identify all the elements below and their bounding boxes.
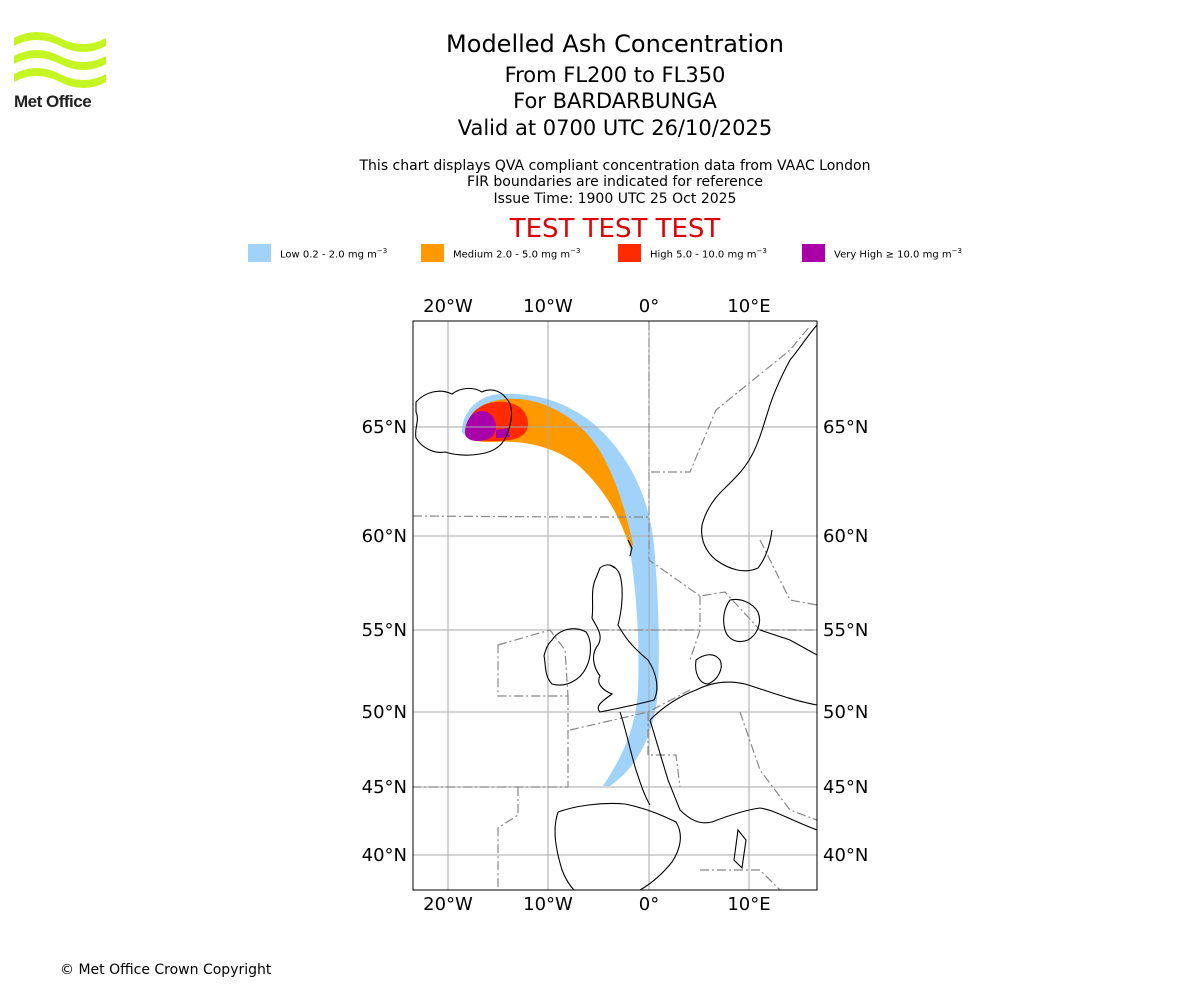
lat-label-55n-right: 55°N — [823, 620, 868, 641]
lat-labels-right: 65°N 60°N 55°N 50°N 45°N 40°N — [823, 417, 868, 866]
lat-label-50n: 50°N — [362, 702, 407, 723]
lon-label-0-bottom: 0° — [639, 894, 659, 915]
map-frame — [412, 320, 818, 891]
subtitle-qva: This chart displays QVA compliant concen… — [359, 158, 871, 174]
met-office-logo: Met Office — [14, 30, 109, 112]
lon-label-20w: 20°W — [423, 296, 473, 317]
lon-label-10w: 10°W — [523, 296, 573, 317]
issue-time: Issue Time: 1900 UTC 25 Oct 2025 — [493, 191, 737, 207]
subtitle-fir: FIR boundaries are indicated for referen… — [467, 174, 763, 190]
lat-label-40n: 40°N — [362, 845, 407, 866]
legend-swatch-low — [248, 244, 271, 262]
lon-label-10e: 10°E — [727, 296, 770, 317]
chart-title: Modelled Ash Concentration — [446, 30, 784, 58]
legend-label-very-high: Very High ≥ 10.0 mg m — [834, 249, 952, 261]
lon-label-10e-bottom: 10°E — [727, 894, 770, 915]
legend-swatch-high — [618, 244, 641, 262]
lat-label-65n: 65°N — [362, 417, 407, 438]
lat-label-40n-right: 40°N — [823, 845, 868, 866]
copyright: © Met Office Crown Copyright — [60, 962, 272, 978]
coastlines — [415, 324, 817, 890]
logo-text: Met Office — [14, 92, 92, 111]
legend-swatch-very-high — [802, 244, 825, 262]
flight-levels: From FL200 to FL350 — [504, 63, 726, 87]
lat-label-65n-right: 65°N — [823, 417, 868, 438]
lat-label-55n: 55°N — [362, 620, 407, 641]
fir-boundaries — [413, 321, 817, 890]
valid-time: Valid at 0700 UTC 26/10/2025 — [457, 116, 773, 140]
lat-label-50n-right: 50°N — [823, 702, 868, 723]
legend-swatch-medium — [421, 244, 444, 262]
legend-label-low: Low 0.2 - 2.0 mg m — [280, 249, 377, 261]
graticule — [413, 321, 817, 890]
test-banner: TEST TEST TEST — [509, 214, 721, 244]
legend-label-medium: Medium 2.0 - 5.0 mg m — [453, 249, 571, 261]
lon-label-0: 0° — [639, 296, 659, 317]
lon-label-20w-bottom: 20°W — [423, 894, 473, 915]
lon-label-10w-bottom: 10°W — [523, 894, 573, 915]
lat-labels-left: 65°N 60°N 55°N 50°N 45°N 40°N — [362, 417, 407, 866]
lat-label-60n-right: 60°N — [823, 526, 868, 547]
ash-very-high-region — [465, 410, 510, 441]
lat-label-45n-right: 45°N — [823, 777, 868, 798]
lon-labels-top: 20°W 10°W 0° 10°E — [423, 296, 770, 317]
lat-label-45n: 45°N — [362, 777, 407, 798]
lat-label-60n: 60°N — [362, 526, 407, 547]
waves-icon — [14, 32, 106, 88]
legend-label-high: High 5.0 - 10.0 mg m — [650, 249, 757, 261]
lon-labels-bottom: 20°W 10°W 0° 10°E — [423, 894, 770, 915]
volcano-name: For BARDARBUNGA — [513, 89, 717, 113]
